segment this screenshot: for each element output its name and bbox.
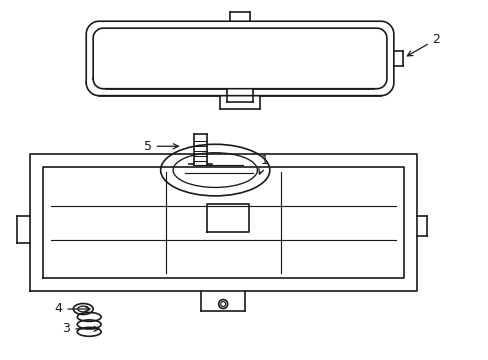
- Text: 1: 1: [258, 154, 268, 174]
- Text: 4: 4: [54, 302, 90, 315]
- Text: 3: 3: [62, 322, 99, 336]
- Text: 2: 2: [407, 33, 440, 56]
- Text: 5: 5: [143, 140, 178, 153]
